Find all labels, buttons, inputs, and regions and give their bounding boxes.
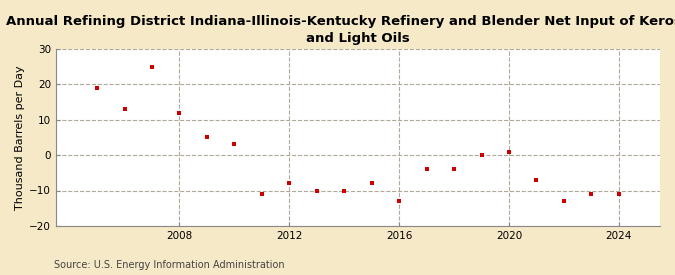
Point <box>586 192 597 196</box>
Point <box>449 167 460 172</box>
Point <box>339 188 350 193</box>
Point <box>614 192 624 196</box>
Point <box>174 111 185 115</box>
Point <box>421 167 432 172</box>
Point <box>394 199 404 203</box>
Point <box>311 188 322 193</box>
Point <box>229 142 240 147</box>
Point <box>367 181 377 186</box>
Y-axis label: Thousand Barrels per Day: Thousand Barrels per Day <box>15 65 25 210</box>
Point <box>256 192 267 196</box>
Title: Annual Refining District Indiana-Illinois-Kentucky Refinery and Blender Net Inpu: Annual Refining District Indiana-Illinoi… <box>6 15 675 45</box>
Point <box>92 86 103 90</box>
Point <box>119 107 130 111</box>
Point <box>146 64 157 69</box>
Point <box>284 181 295 186</box>
Point <box>531 178 542 182</box>
Text: Source: U.S. Energy Information Administration: Source: U.S. Energy Information Administ… <box>54 260 285 270</box>
Point <box>558 199 569 203</box>
Point <box>202 135 213 140</box>
Point <box>504 149 514 154</box>
Point <box>476 153 487 157</box>
